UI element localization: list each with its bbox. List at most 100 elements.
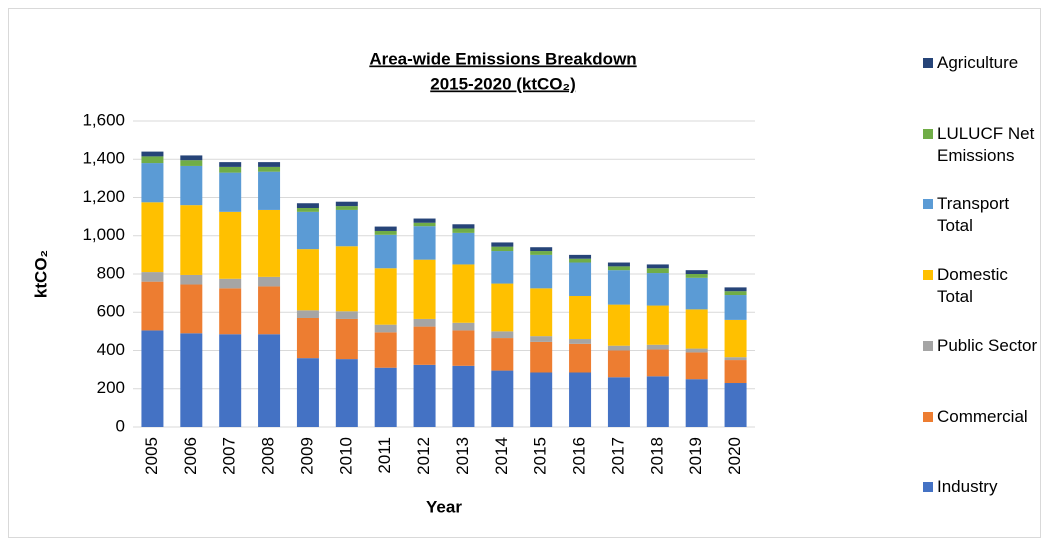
bar-segment: [413, 218, 436, 223]
bar-segment: [569, 339, 592, 344]
bar-segment: [413, 364, 436, 427]
x-tick-label: 2020: [725, 437, 744, 475]
bar-segment: [607, 262, 630, 267]
x-tick-label: 2005: [142, 437, 161, 475]
bar-segment: [685, 277, 708, 310]
x-tick-label: 2017: [608, 437, 627, 475]
bar-segment: [452, 232, 475, 265]
bar-segment: [374, 234, 397, 269]
legend-item: Industry: [923, 476, 1043, 498]
bar-segment: [724, 319, 747, 358]
bar-segment: [491, 251, 514, 284]
legend-swatch: [923, 128, 933, 139]
bar-segment: [685, 270, 708, 274]
bar-segment: [724, 360, 747, 384]
bar-segment: [646, 344, 669, 350]
x-tick-label: 2014: [492, 437, 511, 475]
bar-segment: [374, 226, 397, 231]
bar-segment: [724, 291, 747, 296]
chart-border: [8, 8, 1041, 538]
bar-segment: [258, 162, 281, 167]
x-tick-label: 2011: [375, 437, 394, 474]
bar-segment: [646, 268, 669, 274]
bar-segment: [296, 208, 319, 212]
bar-segment: [413, 226, 436, 260]
bar-segment: [374, 268, 397, 325]
bar-segment: [530, 288, 553, 337]
bar-segment: [180, 165, 203, 206]
bar-segment: [180, 333, 203, 427]
bar-segment: [335, 246, 358, 312]
legend-label: Transport Total: [937, 194, 1010, 236]
legend-item: Commercial: [923, 406, 1043, 428]
bar-segment: [296, 358, 319, 427]
bar-segment: [530, 372, 553, 427]
legend-label: Domestic Total: [937, 265, 1008, 307]
y-tick-label: 200: [97, 378, 125, 397]
bar-segment: [491, 338, 514, 371]
bar-segment: [724, 383, 747, 427]
bar-segment: [141, 202, 164, 273]
bar-segment: [607, 350, 630, 378]
bar-segment: [452, 365, 475, 427]
bar-segment: [335, 359, 358, 427]
bar-segment: [491, 242, 514, 247]
legend-swatch: [923, 482, 933, 493]
bar-segment: [335, 209, 358, 247]
y-tick-label: 400: [97, 340, 125, 359]
legend-label: Commercial: [937, 406, 1028, 426]
bar-segment: [413, 259, 436, 319]
bar-segment: [219, 288, 242, 335]
bar-segment: [607, 377, 630, 427]
chart-title: Area-wide Emissions Breakdown: [369, 49, 636, 68]
bar-segment: [219, 211, 242, 279]
y-tick-label: 1,000: [82, 225, 125, 244]
bar-segment: [569, 254, 592, 259]
bar-segment: [685, 352, 708, 380]
bar-segment: [219, 166, 242, 173]
bar-segment: [685, 348, 708, 353]
bar-segment: [413, 222, 436, 227]
bar-segment: [258, 334, 281, 427]
legend-item: LULUCF Net Emissions: [923, 123, 1043, 167]
legend-swatch: [923, 340, 933, 351]
x-tick-label: 2007: [220, 437, 239, 475]
bar-segment: [219, 162, 242, 167]
bar-segment: [724, 357, 747, 361]
bar-segment: [219, 278, 242, 289]
bar-segment: [180, 274, 203, 285]
bar-segment: [646, 376, 669, 427]
legend-item: Agriculture: [923, 52, 1043, 74]
bar-segment: [141, 330, 164, 427]
bar-segment: [180, 160, 203, 166]
x-tick-label: 2009: [297, 437, 316, 475]
legend-swatch: [923, 270, 933, 281]
bar-segment: [141, 156, 164, 164]
legend-swatch: [923, 411, 933, 422]
legend-item: Domestic Total: [923, 264, 1043, 308]
bar-segment: [296, 249, 319, 311]
y-axis-label: ktCO₂: [31, 250, 50, 298]
bar-segment: [569, 258, 592, 263]
legend-swatch: [923, 58, 933, 68]
bar-segment: [607, 345, 630, 351]
bar-segment: [569, 343, 592, 373]
bar-segment: [530, 341, 553, 373]
bar-segment: [335, 311, 358, 319]
bar-segment: [452, 322, 475, 331]
bar-segment: [180, 284, 203, 334]
x-tick-label: 2012: [414, 437, 433, 475]
bar-segment: [607, 270, 630, 305]
bar-segment: [452, 264, 475, 323]
bar-segment: [646, 264, 669, 269]
bar-segment: [724, 295, 747, 320]
x-tick-label: 2015: [531, 437, 550, 475]
bar-segment: [530, 336, 553, 342]
x-tick-label: 2006: [181, 437, 200, 475]
bar-segment: [335, 206, 358, 210]
bar-segment: [569, 295, 592, 340]
bar-segment: [180, 155, 203, 161]
y-tick-label: 1,400: [82, 149, 125, 168]
bar-segment: [685, 274, 708, 278]
